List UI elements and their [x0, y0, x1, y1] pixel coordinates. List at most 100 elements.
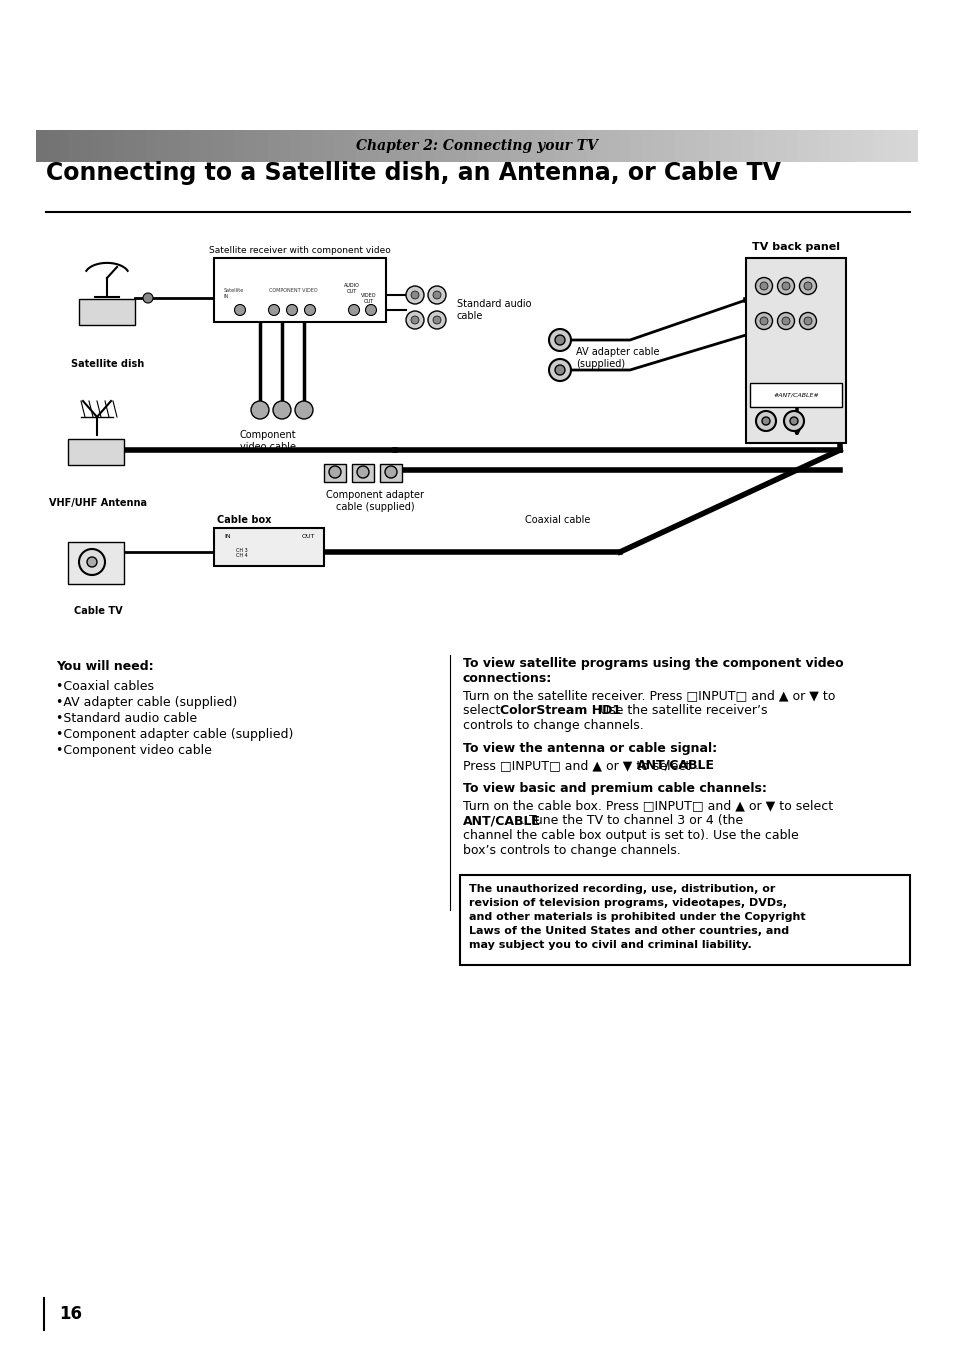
Bar	[213, 528, 324, 566]
Bar	[256, 130, 268, 162]
Circle shape	[789, 417, 797, 426]
Text: •Component video cable: •Component video cable	[56, 744, 212, 757]
Text: Cable TV: Cable TV	[73, 607, 122, 616]
Text: To view the antenna or cable signal:: To view the antenna or cable signal:	[462, 742, 717, 755]
Circle shape	[268, 304, 279, 316]
Text: CH 3
CH 4: CH 3 CH 4	[235, 547, 248, 558]
Bar	[598, 130, 609, 162]
Bar	[564, 130, 577, 162]
Bar	[234, 130, 246, 162]
Bar	[653, 130, 664, 162]
Bar	[352, 463, 374, 482]
Bar	[476, 130, 488, 162]
Bar	[762, 130, 775, 162]
Text: . Use the satellite receiver’s: . Use the satellite receiver’s	[592, 704, 767, 717]
Bar	[245, 130, 256, 162]
Bar	[399, 130, 411, 162]
Bar	[334, 130, 345, 162]
Bar	[895, 130, 906, 162]
Text: VIDEO
OUT: VIDEO OUT	[361, 293, 376, 304]
Bar	[587, 130, 598, 162]
Text: ANT/CABLE: ANT/CABLE	[637, 759, 714, 771]
Bar	[906, 130, 918, 162]
Bar	[818, 130, 829, 162]
Bar	[609, 130, 620, 162]
Text: Coaxial cable: Coaxial cable	[524, 515, 590, 526]
Circle shape	[777, 277, 794, 295]
Text: revision of television programs, videotapes, DVDs,: revision of television programs, videota…	[469, 898, 786, 908]
Bar	[113, 130, 125, 162]
Circle shape	[79, 549, 105, 576]
Bar	[278, 130, 290, 162]
Bar	[862, 130, 874, 162]
Bar	[873, 130, 884, 162]
Circle shape	[385, 466, 396, 478]
Text: VHF/UHF Antenna: VHF/UHF Antenna	[49, 499, 147, 508]
Bar	[146, 130, 157, 162]
Circle shape	[365, 304, 376, 316]
Bar	[290, 130, 301, 162]
Circle shape	[234, 304, 245, 316]
Text: may subject you to civil and criminal liability.: may subject you to civil and criminal li…	[469, 940, 751, 950]
Bar	[300, 130, 312, 162]
Text: 16: 16	[59, 1305, 82, 1323]
Bar	[719, 130, 730, 162]
Text: •Component adapter cable (supplied): •Component adapter cable (supplied)	[56, 728, 294, 740]
Circle shape	[411, 290, 418, 299]
Bar	[433, 130, 444, 162]
Circle shape	[760, 282, 767, 290]
Bar	[102, 130, 113, 162]
Bar	[697, 130, 708, 162]
Circle shape	[273, 401, 291, 419]
Circle shape	[348, 304, 359, 316]
Bar	[829, 130, 841, 162]
Bar	[730, 130, 741, 162]
Text: channel the cable box output is set to). Use the cable: channel the cable box output is set to).…	[462, 830, 798, 842]
Circle shape	[87, 557, 97, 567]
Circle shape	[433, 316, 440, 324]
Text: You will need:: You will need:	[56, 661, 153, 673]
Bar	[324, 463, 346, 482]
Bar	[542, 130, 554, 162]
Bar	[179, 130, 191, 162]
Bar	[157, 130, 169, 162]
Bar	[47, 130, 58, 162]
Circle shape	[783, 411, 803, 431]
Circle shape	[755, 411, 775, 431]
Circle shape	[294, 401, 313, 419]
Text: Standard audio
cable: Standard audio cable	[456, 299, 531, 320]
Text: Laws of the United States and other countries, and: Laws of the United States and other coun…	[469, 925, 788, 936]
Text: controls to change channels.: controls to change channels.	[462, 719, 643, 732]
Bar	[641, 130, 653, 162]
Bar	[68, 542, 124, 584]
Bar	[752, 130, 763, 162]
Circle shape	[755, 277, 772, 295]
Text: box’s controls to change channels.: box’s controls to change channels.	[462, 844, 680, 857]
Text: . Tune the TV to channel 3 or 4 (the: . Tune the TV to channel 3 or 4 (the	[520, 815, 742, 827]
Bar	[785, 130, 797, 162]
Circle shape	[304, 304, 315, 316]
Bar	[267, 130, 279, 162]
Circle shape	[548, 359, 571, 381]
Bar	[322, 130, 334, 162]
Bar	[488, 130, 499, 162]
Text: select: select	[462, 704, 504, 717]
Circle shape	[548, 330, 571, 351]
Bar	[520, 130, 532, 162]
Text: Satellite receiver with component video: Satellite receiver with component video	[209, 246, 391, 255]
Bar	[708, 130, 720, 162]
Bar	[554, 130, 565, 162]
Circle shape	[555, 335, 564, 345]
Text: Turn on the cable box. Press □INPUT□ and ▲ or ▼ to select: Turn on the cable box. Press □INPUT□ and…	[462, 798, 832, 812]
Bar	[213, 258, 386, 322]
Bar	[749, 382, 841, 407]
Text: Chapter 2: Connecting your TV: Chapter 2: Connecting your TV	[355, 139, 598, 153]
Bar	[344, 130, 355, 162]
Bar	[675, 130, 686, 162]
Circle shape	[781, 317, 789, 326]
Text: To view satellite programs using the component video: To view satellite programs using the com…	[462, 657, 842, 670]
Circle shape	[799, 277, 816, 295]
Circle shape	[555, 365, 564, 376]
Text: AUDIO
OUT: AUDIO OUT	[344, 282, 359, 293]
Bar	[840, 130, 851, 162]
